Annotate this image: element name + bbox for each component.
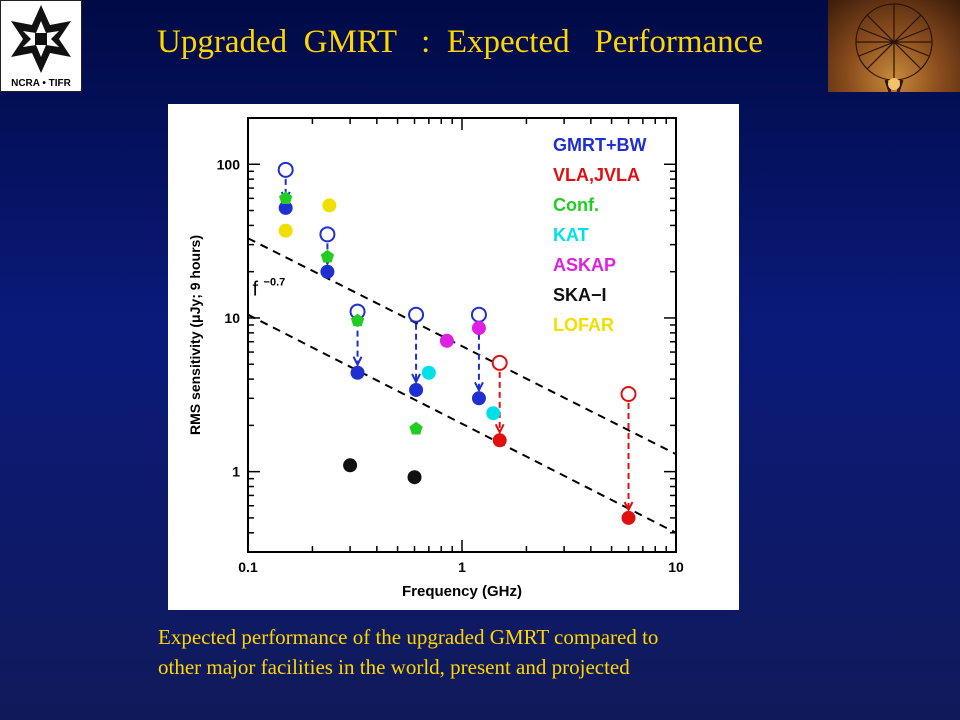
arrow-head xyxy=(411,373,421,385)
data-point xyxy=(471,391,486,406)
y-tick-label: 10 xyxy=(224,310,240,326)
legend-entry: GMRT+BW xyxy=(553,135,647,155)
data-point xyxy=(320,249,335,263)
data-point xyxy=(343,458,358,473)
arrow-head xyxy=(474,381,484,393)
data-point xyxy=(350,365,365,380)
data-point xyxy=(277,161,294,178)
arrow-head xyxy=(494,423,505,435)
annotation-exponent: −0.7 xyxy=(264,276,286,288)
y-tick-label: 100 xyxy=(217,156,241,172)
slide-caption: Expected performance of the upgraded GMR… xyxy=(158,622,838,682)
logo-caption: NCRA • TIFR xyxy=(11,78,71,89)
data-point xyxy=(439,333,454,348)
arrow-head xyxy=(623,501,634,513)
data-point xyxy=(620,386,637,403)
sun-icon xyxy=(888,78,900,90)
x-axis-label: Frequency (GHz) xyxy=(402,583,522,600)
legend-entry: ASKAP xyxy=(553,255,616,275)
data-point xyxy=(322,198,337,213)
data-point xyxy=(319,226,336,243)
sensitivity-chart: 0.1 1 10 1 10 100 Frequency (GHz) RMS sensitivi… xyxy=(187,117,684,600)
slide-title: Upgraded GMRT : Expected Performance xyxy=(157,24,763,60)
data-point xyxy=(491,354,508,371)
data-point xyxy=(621,510,636,525)
data-point xyxy=(279,191,293,204)
x-tick-label: 10 xyxy=(668,559,684,575)
arrow-head xyxy=(352,356,363,367)
legend-entry: LOFAR xyxy=(553,315,614,335)
star-emblem-icon xyxy=(11,5,71,73)
legend-entry: SKA−I xyxy=(553,285,607,305)
legend-entry: Conf. xyxy=(553,195,599,215)
ncra-tifr-logo: NCRA • TIFR xyxy=(0,0,82,92)
data-point xyxy=(278,200,293,215)
chart-panel: 0.1 1 10 1 10 100 Frequency (GHz) RMS sensitivi… xyxy=(168,104,739,610)
x-tick-label: 0.1 xyxy=(238,559,258,575)
data-point xyxy=(320,264,335,279)
data-point xyxy=(407,470,422,485)
data-point xyxy=(409,421,423,435)
annotation-label: f xyxy=(253,278,259,300)
data-point xyxy=(470,306,487,323)
x-tick-label: 1 xyxy=(458,559,466,575)
data-point xyxy=(408,306,425,323)
data-point xyxy=(471,321,486,336)
reference-line xyxy=(247,237,677,456)
legend-entry: KAT xyxy=(553,225,589,245)
data-point xyxy=(421,365,436,380)
antenna-photo xyxy=(828,0,960,92)
data-point xyxy=(409,382,424,397)
caption-line-1: Expected performance of the upgraded GMR… xyxy=(158,625,659,649)
data-point xyxy=(486,406,501,421)
caption-line-2: other major facilities in the world, pre… xyxy=(158,655,630,679)
legend-entry: VLA,JVLA xyxy=(553,165,640,185)
reference-line xyxy=(247,313,677,534)
data-point xyxy=(278,223,293,238)
y-tick-label: 1 xyxy=(232,464,240,480)
data-point xyxy=(492,433,507,448)
data-point xyxy=(350,313,365,327)
y-axis-label: RMS sensitivity (μJy; 9 hours) xyxy=(187,235,203,435)
